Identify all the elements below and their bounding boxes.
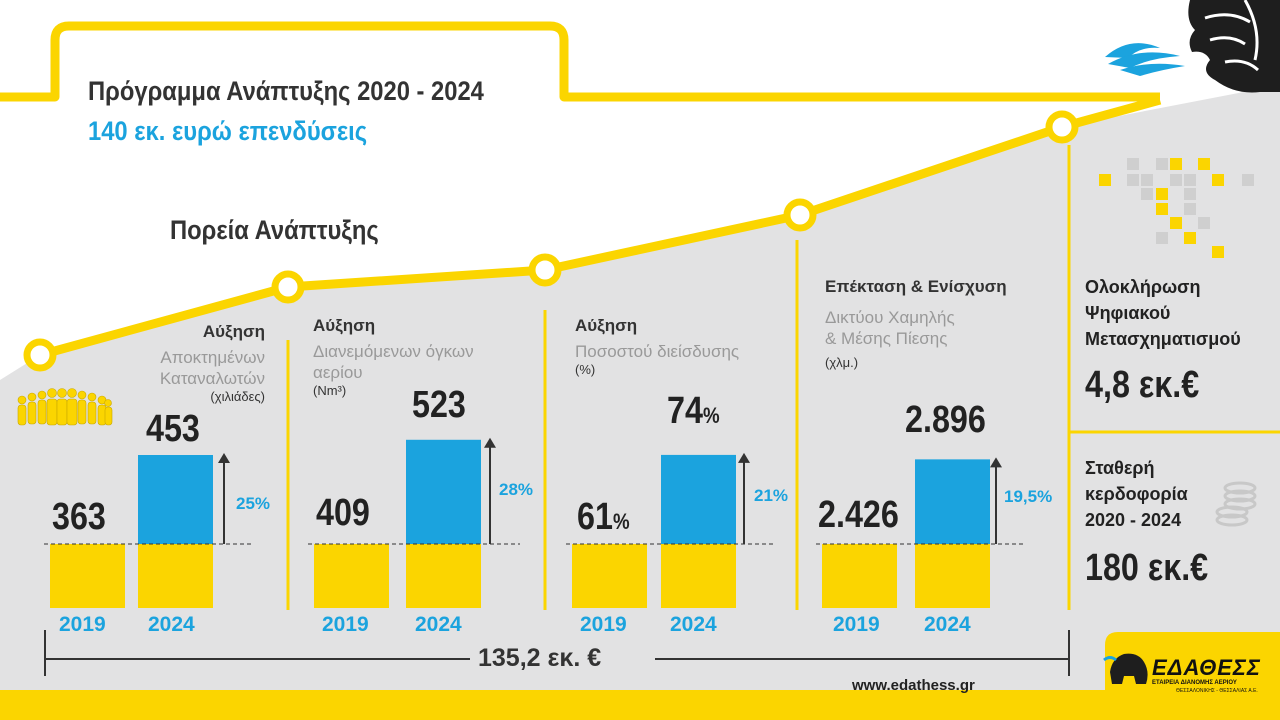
chart-4-bar-2024-growth	[915, 459, 990, 544]
profitability-line-1: Σταθερή	[1085, 458, 1155, 478]
chart-1-growth-arrow-head	[218, 453, 230, 463]
section-title: Πορεία Ανάπτυξης	[170, 215, 379, 245]
metric-3-value-2024-suffix: %	[702, 403, 720, 428]
milestone-dot-2	[271, 270, 305, 304]
chart-1-bar-2019	[50, 544, 125, 608]
metric-1-growth: 25%	[236, 494, 271, 513]
metric-3-year-2019: 2019	[580, 613, 627, 636]
metric-2-year-2024: 2024	[415, 613, 462, 636]
metric-4-desc-line-1: Δικτύου Χαμηλής	[825, 308, 955, 327]
metric-4-header: Επέκταση & Ενίσχυση	[825, 277, 1007, 296]
milestone-dot-1	[23, 338, 57, 372]
metric-4-growth: 19,5%	[1004, 487, 1053, 506]
metric-1-value-2024: 453	[146, 408, 200, 450]
chart-2-bar-2024-base	[406, 544, 481, 608]
metric-3-header: Αύξηση	[575, 316, 638, 335]
metric-2-growth: 28%	[499, 480, 534, 499]
metric-2-unit: (Nm³)	[313, 383, 347, 398]
lion-head-icon	[1188, 0, 1280, 93]
metric-4-year-2019: 2019	[833, 613, 880, 636]
logo-badge-background	[1105, 632, 1280, 720]
digital-line-1: Ολοκλήρωση	[1085, 277, 1201, 297]
chart-3-bar-2024-growth	[661, 454, 736, 544]
page-title: Πρόγραμμα Ανάπτυξης 2020 - 2024	[88, 76, 484, 106]
pixel-pattern-decoration	[1099, 158, 1254, 258]
metric-1-year-2024: 2024	[148, 613, 195, 636]
metric-4-value-2019: 2.426	[818, 494, 899, 536]
metric-2-value-2019: 409	[316, 492, 370, 534]
metric-1-desc-line-1: Αποκτημένων	[160, 348, 265, 367]
metric-1-desc-line-2: Καταναλωτών	[159, 369, 265, 388]
metric-4-header-block: Επέκταση & Ενίσχυση Δικτύου Χαμηλής & Μέ…	[825, 277, 1065, 370]
metric-3-value-2024-number: 74	[667, 390, 703, 432]
logo-tagline-2: ΘΕΣΣΑΛΟΝΙΚΗΣ - ΘΕΣΣΑΛΙΑΣ Α.Ε.	[1176, 688, 1258, 694]
metric-3-year-2024: 2024	[670, 613, 717, 636]
profitability-line-3: 2020 - 2024	[1085, 510, 1182, 530]
metric-2-header-block: Αύξηση Διανεμόμενων όγκων αερίου (Nm³)	[313, 316, 543, 398]
footer-band	[0, 690, 1280, 720]
total-investment: 135,2 εκ. €	[478, 644, 602, 672]
logo-lion-icon	[1103, 653, 1148, 684]
metric-3-value-2019: 61%	[577, 496, 630, 539]
metric-2-header: Αύξηση	[313, 316, 376, 335]
title-frame	[0, 21, 1160, 102]
digital-line-3: Μετασχηματισμού	[1085, 329, 1241, 349]
metric-4-value-2024: 2.896	[905, 399, 986, 441]
website-link[interactable]: www.edathess.gr	[852, 677, 975, 694]
page-subtitle: 140 εκ. ευρώ επενδύσεις	[88, 116, 368, 146]
wave-emblem-icon	[1105, 43, 1185, 76]
digital-value: 4,8 εκ.€	[1085, 364, 1200, 406]
chart-3-bar-2024-base	[661, 544, 736, 608]
metric-3-value-2024: 74%	[667, 390, 720, 433]
coins-icon	[1215, 481, 1257, 527]
metric-4-desc-line-2: & Μέσης Πίεσης	[825, 329, 948, 348]
profitability-block: Σταθερή κερδοφορία 2020 - 2024	[1085, 455, 1188, 533]
chart-2-growth-arrow-head	[484, 437, 496, 448]
growth-path-line	[38, 95, 1162, 360]
metric-3-unit: (%)	[575, 362, 596, 377]
chart-4-growth-arrow-head	[990, 457, 1002, 468]
profitability-line-2: κερδοφορία	[1085, 484, 1188, 504]
logo-name: ΕΔΑΘΕΣΣ	[1152, 655, 1261, 680]
metric-3-growth: 21%	[754, 486, 789, 505]
metric-2-desc-line-2: αερίου	[313, 363, 363, 382]
metric-2-value-2024: 523	[412, 384, 466, 426]
metric-3-value-2019-suffix: %	[612, 509, 630, 534]
chart-1-bar-2024-growth	[138, 455, 213, 544]
chart-4-bar-2024-base	[915, 544, 990, 608]
metric-4-unit: (χλμ.)	[825, 355, 859, 370]
logo-tagline: ΕΤΑΙΡΕΙΑ ΔΙΑΝΟΜΗΣ ΑΕΡΙΟΥ	[1152, 680, 1237, 686]
metric-4-year-2024: 2024	[924, 613, 971, 636]
milestone-dot-4	[783, 198, 817, 232]
profitability-value: 180 εκ.€	[1085, 547, 1209, 589]
metric-3-desc-line-1: Ποσοστού διείσδυσης	[575, 342, 740, 361]
chart-2-bar-2019	[314, 544, 389, 608]
people-icon	[17, 388, 113, 426]
chart-1-bar-2024-base	[138, 544, 213, 608]
chart-3-growth-arrow-head	[738, 452, 750, 463]
milestone-dot-3	[528, 253, 562, 287]
digital-transformation-block: Ολοκλήρωση Ψηφιακού Μετασχηματισμού	[1085, 274, 1241, 352]
metric-1-header-block: Αύξηση Αποκτημένων Καταναλωτών (χιλιάδες…	[100, 322, 265, 404]
chart-layer	[44, 437, 1026, 608]
chart-3-bar-2019	[572, 544, 647, 608]
metric-3-header-block: Αύξηση Ποσοστού διείσδυσης (%)	[575, 316, 795, 377]
metric-1-value-2019: 363	[52, 496, 106, 538]
milestone-dot-5	[1045, 110, 1079, 144]
chart-2-bar-2024-growth	[406, 439, 481, 544]
metric-1-header: Αύξηση	[202, 322, 265, 341]
metric-1-year-2019: 2019	[59, 613, 106, 636]
chart-4-bar-2019	[822, 544, 897, 608]
digital-line-2: Ψηφιακού	[1085, 303, 1171, 323]
metric-3-value-2019-number: 61	[577, 496, 613, 538]
metric-1-unit: (χιλιάδες)	[210, 389, 265, 404]
metric-2-year-2019: 2019	[322, 613, 369, 636]
metric-2-desc-line-1: Διανεμόμενων όγκων	[313, 342, 474, 361]
